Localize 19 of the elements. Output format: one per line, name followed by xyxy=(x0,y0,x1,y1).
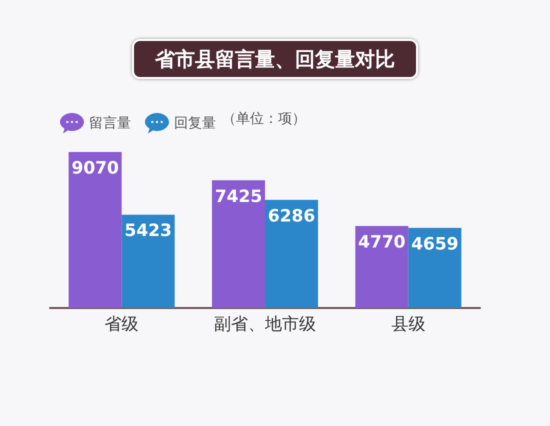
chart-title: 省市县留言量、回复量对比 xyxy=(154,47,395,71)
bar xyxy=(122,214,175,308)
data-label: 6286 xyxy=(268,206,316,226)
data-label: 4659 xyxy=(411,234,459,254)
text: （单位：项） xyxy=(222,111,306,127)
x-tick-label: 省级 xyxy=(104,314,139,334)
data-label: 4770 xyxy=(358,232,406,252)
x-tick-label: 县级 xyxy=(391,314,426,334)
bar xyxy=(68,152,122,308)
bar xyxy=(355,226,408,308)
data-label: 9070 xyxy=(71,158,119,178)
legend-label: 回复量 xyxy=(174,115,216,132)
bar xyxy=(408,228,462,308)
legend-label: 留言量 xyxy=(89,115,131,132)
bar xyxy=(212,180,265,308)
x-tick-label: 副省、地市级 xyxy=(214,314,316,334)
bar xyxy=(265,200,318,308)
data-label: 5423 xyxy=(124,221,172,242)
data-label: 7425 xyxy=(214,186,262,207)
